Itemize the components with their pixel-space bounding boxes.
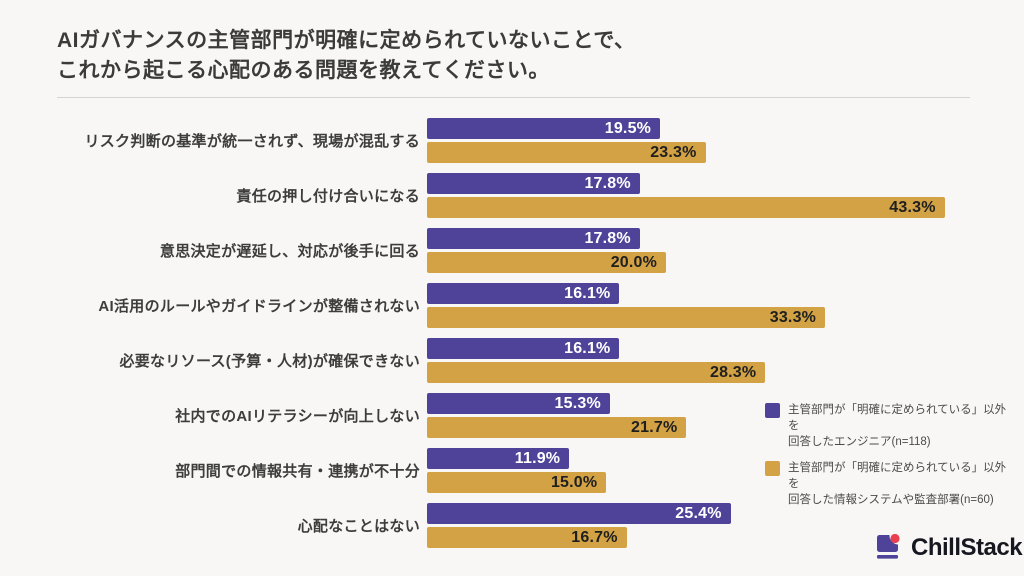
bar-value-label: 17.8%: [584, 229, 631, 247]
legend-item-engineers: 主管部門が「明確に定められている」以外を 回答したエンジニア(n=118): [765, 402, 1017, 450]
bar-pair: 17.8% 43.3%: [427, 173, 965, 218]
chart-row: 心配なことはない 25.4% 16.7%: [57, 503, 965, 548]
row-label: AI活用のルールやガイドラインが整備されない: [98, 298, 420, 315]
bar-it-audit: 16.7%: [427, 527, 627, 548]
bar-it-audit: 43.3%: [427, 197, 945, 218]
bar-value-label: 25.4%: [675, 504, 722, 522]
chart-title-line2: これから起こる心配のある問題を教えてください。: [57, 59, 550, 82]
bar-it-audit: 23.3%: [427, 142, 706, 163]
bar-value-label: 21.7%: [631, 418, 678, 436]
chart-title-line1: AIガバナンスの主管部門が明確に定められていないことで、: [57, 29, 636, 52]
legend-label: 主管部門が「明確に定められている」以外を 回答した情報システムや監査部署(n=6…: [788, 460, 1017, 508]
bar-it-audit: 28.3%: [427, 362, 766, 383]
bar-pair: 16.1% 33.3%: [427, 283, 965, 328]
legend-label-line2: 回答した情報システムや監査部署(n=60): [788, 494, 994, 506]
bar-pair: 19.5% 23.3%: [427, 118, 965, 163]
bar-value-label: 16.1%: [564, 339, 611, 357]
bar-value-label: 11.9%: [514, 449, 561, 467]
bar-value-label: 33.3%: [769, 308, 817, 326]
header: AIガバナンスの主管部門が明確に定められていないことで、 これから起こる心配のあ…: [0, 0, 1024, 86]
chart-row: AI活用のルールやガイドラインが整備されない 16.1% 33.3%: [57, 283, 965, 328]
bar-it-audit: 15.0%: [427, 472, 607, 493]
row-label: 意思決定が遅延し、対応が後手に回る: [159, 243, 420, 260]
legend-label-line2: 回答したエンジニア(n=118): [788, 436, 931, 448]
row-label: 責任の押し付け合いになる: [236, 188, 420, 205]
legend-swatch-gold: [765, 461, 780, 476]
legend-label-line1: 主管部門が「明確に定められている」以外を: [788, 404, 1007, 432]
bar-value-label: 16.7%: [571, 528, 618, 546]
bar-engineers: 16.1%: [427, 338, 620, 359]
bar-pair: 16.1% 28.3%: [427, 338, 965, 383]
bar-engineers: 16.1%: [427, 283, 620, 304]
chart-row: リスク判断の基準が統一されず、現場が混乱する 19.5% 23.3%: [57, 118, 965, 163]
bar-value-label: 15.3%: [554, 394, 601, 412]
bar-engineers: 17.8%: [427, 173, 640, 194]
chillstack-logo-icon: [877, 534, 904, 559]
bar-engineers: 25.4%: [427, 503, 731, 524]
chart-row: 意思決定が遅延し、対応が後手に回る 17.8% 20.0%: [57, 228, 965, 273]
bar-engineers: 19.5%: [427, 118, 661, 139]
bar-it-audit: 20.0%: [427, 252, 667, 273]
bar-value-label: 20.0%: [610, 253, 658, 271]
chart-row: 必要なリソース(予算・人材)が確保できない 16.1% 28.3%: [57, 338, 965, 383]
bar-value-label: 28.3%: [709, 363, 757, 381]
bar-value-label: 19.5%: [604, 119, 652, 137]
row-label: 心配なことはない: [297, 518, 420, 535]
bar-value-label: 43.3%: [889, 198, 936, 216]
bar-value-label: 16.1%: [564, 284, 611, 302]
legend: 主管部門が「明確に定められている」以外を 回答したエンジニア(n=118) 主管…: [765, 402, 1017, 508]
bar-value-label: 17.8%: [584, 174, 631, 192]
grouped-bar-chart: リスク判断の基準が統一されず、現場が混乱する 19.5% 23.3% 責任の押し…: [57, 118, 965, 548]
row-label: 社内でのAIリテラシーが向上しない: [175, 408, 420, 425]
bar-pair: 15.3% 21.7%: [427, 393, 965, 438]
chart-row: 社内でのAIリテラシーが向上しない 15.3% 21.7%: [57, 393, 965, 438]
chart-row: 部門間での情報共有・連携が不十分 11.9% 15.0%: [57, 448, 965, 493]
bar-pair: 17.8% 20.0%: [427, 228, 965, 273]
chillstack-logo-text: ChillStack: [911, 534, 1023, 561]
bar-engineers: 11.9%: [427, 448, 570, 469]
bar-engineers: 15.3%: [427, 393, 610, 414]
bar-engineers: 17.8%: [427, 228, 640, 249]
legend-label-line1: 主管部門が「明確に定められている」以外を: [788, 462, 1007, 490]
bar-value-label: 15.0%: [550, 473, 598, 491]
row-label: リスク判断の基準が統一されず、現場が混乱する: [84, 133, 420, 150]
legend-item-it-audit: 主管部門が「明確に定められている」以外を 回答した情報システムや監査部署(n=6…: [765, 460, 1017, 508]
row-label: 必要なリソース(予算・人材)が確保できない: [119, 353, 420, 370]
bar-it-audit: 21.7%: [427, 417, 687, 438]
bar-pair: 11.9% 15.0%: [427, 448, 965, 493]
row-label: 部門間での情報共有・連携が不十分: [175, 463, 420, 480]
bar-pair: 25.4% 16.7%: [427, 503, 965, 548]
legend-swatch-purple: [765, 403, 780, 418]
chart-row: 責任の押し付け合いになる 17.8% 43.3%: [57, 173, 965, 218]
title-divider: [57, 97, 970, 98]
chillstack-logo: ChillStack: [876, 534, 1023, 562]
bar-it-audit: 33.3%: [427, 307, 826, 328]
bar-value-label: 23.3%: [650, 143, 697, 161]
legend-label: 主管部門が「明確に定められている」以外を 回答したエンジニア(n=118): [788, 402, 1017, 450]
